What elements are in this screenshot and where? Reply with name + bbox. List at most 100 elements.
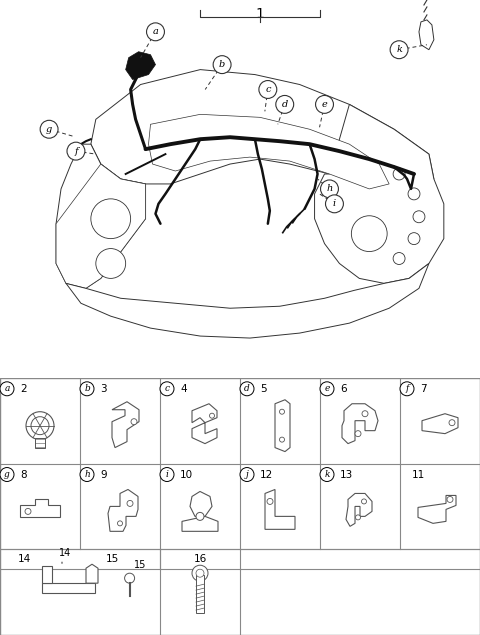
Circle shape (413, 211, 425, 223)
Circle shape (0, 467, 14, 481)
Circle shape (127, 500, 133, 507)
Circle shape (276, 95, 294, 113)
Circle shape (146, 23, 165, 41)
Polygon shape (265, 490, 295, 530)
Text: 9: 9 (100, 469, 107, 479)
Text: i: i (166, 470, 168, 479)
Circle shape (91, 199, 131, 239)
Text: 15: 15 (133, 560, 146, 570)
Circle shape (213, 56, 231, 74)
Circle shape (25, 509, 31, 514)
Circle shape (321, 180, 338, 198)
Circle shape (31, 417, 49, 434)
Polygon shape (42, 583, 95, 593)
Polygon shape (148, 114, 389, 189)
Circle shape (279, 437, 285, 442)
Circle shape (40, 120, 58, 138)
Circle shape (125, 573, 134, 583)
Circle shape (80, 467, 94, 481)
Circle shape (408, 232, 420, 244)
Polygon shape (275, 400, 290, 451)
Polygon shape (314, 104, 444, 283)
Circle shape (400, 382, 414, 396)
Circle shape (26, 411, 54, 439)
Circle shape (393, 168, 405, 180)
Text: f: f (74, 147, 78, 156)
Text: 14: 14 (18, 554, 31, 565)
Text: c: c (165, 384, 169, 393)
Text: h: h (84, 470, 90, 479)
Text: g: g (4, 470, 10, 479)
Text: 12: 12 (260, 469, 273, 479)
Circle shape (449, 420, 455, 425)
Circle shape (325, 195, 343, 213)
Polygon shape (346, 493, 372, 526)
Text: a: a (153, 27, 158, 36)
Text: c: c (265, 85, 271, 94)
Circle shape (209, 413, 215, 418)
Text: k: k (396, 45, 402, 54)
Circle shape (196, 569, 204, 577)
Circle shape (118, 521, 122, 526)
Circle shape (315, 95, 334, 113)
Circle shape (67, 142, 85, 160)
Text: k: k (324, 470, 330, 479)
Polygon shape (42, 566, 52, 583)
Text: i: i (333, 199, 336, 208)
Text: 8: 8 (20, 469, 26, 479)
Circle shape (356, 515, 360, 520)
Circle shape (320, 382, 334, 396)
Polygon shape (108, 490, 138, 531)
Text: 7: 7 (420, 384, 427, 394)
Circle shape (355, 431, 361, 437)
Polygon shape (190, 491, 212, 516)
Text: a: a (4, 384, 10, 393)
Circle shape (196, 512, 204, 520)
Text: 6: 6 (340, 384, 347, 394)
Polygon shape (418, 495, 456, 523)
Polygon shape (86, 565, 98, 583)
Polygon shape (20, 500, 60, 518)
Polygon shape (56, 144, 145, 288)
Bar (35, 438, 45, 448)
Text: b: b (219, 60, 225, 69)
Polygon shape (342, 404, 378, 444)
Text: j: j (246, 470, 248, 479)
Circle shape (80, 382, 94, 396)
Text: 15: 15 (106, 554, 119, 565)
Circle shape (362, 411, 368, 417)
Circle shape (0, 382, 14, 396)
Text: 2: 2 (20, 384, 26, 394)
Text: 4: 4 (180, 384, 187, 394)
Polygon shape (419, 20, 434, 50)
Text: e: e (324, 384, 330, 393)
Text: d: d (244, 384, 250, 393)
Circle shape (408, 188, 420, 200)
Text: g: g (46, 124, 52, 134)
Text: 13: 13 (340, 469, 353, 479)
Circle shape (390, 41, 408, 58)
Text: 10: 10 (180, 469, 193, 479)
Polygon shape (422, 414, 458, 434)
Text: 5: 5 (260, 384, 266, 394)
Text: f: f (405, 384, 408, 393)
Bar (196, 575, 204, 613)
Text: b: b (84, 384, 90, 393)
Text: 3: 3 (100, 384, 107, 394)
Circle shape (240, 382, 254, 396)
Text: 11: 11 (412, 469, 425, 479)
Circle shape (160, 467, 174, 481)
Circle shape (192, 565, 208, 581)
Circle shape (361, 499, 367, 504)
Text: h: h (326, 184, 333, 194)
Circle shape (447, 497, 453, 502)
Polygon shape (182, 516, 218, 531)
Polygon shape (126, 51, 156, 79)
Polygon shape (66, 264, 429, 338)
Text: d: d (282, 100, 288, 109)
Circle shape (96, 248, 126, 278)
Polygon shape (91, 70, 434, 194)
Text: 1: 1 (255, 7, 264, 21)
Circle shape (131, 418, 137, 425)
Circle shape (279, 409, 285, 414)
